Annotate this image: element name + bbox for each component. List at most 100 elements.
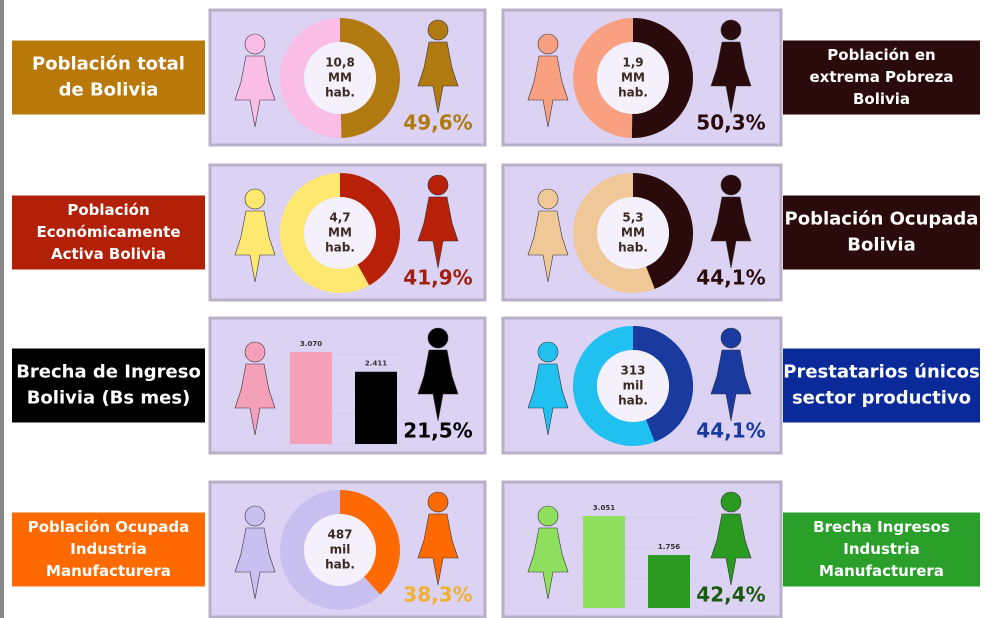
percent-label: 38,3% bbox=[403, 583, 472, 607]
figure-body bbox=[710, 349, 752, 422]
figure-body bbox=[527, 527, 569, 600]
center-text: 313 bbox=[620, 364, 645, 378]
donut-arc bbox=[631, 18, 693, 138]
figure-head bbox=[244, 33, 266, 55]
figure-head bbox=[427, 327, 449, 349]
figure-head bbox=[244, 188, 266, 210]
figure-head bbox=[537, 505, 559, 527]
percent-label: 44,1% bbox=[696, 266, 765, 290]
label-text: Económicamente bbox=[36, 223, 180, 241]
bar bbox=[290, 352, 332, 444]
label-text: extrema Pobreza bbox=[809, 68, 953, 86]
center-text: hab. bbox=[325, 86, 355, 100]
label-text: de Bolivia bbox=[59, 80, 159, 101]
bar-value-label: 3.070 bbox=[300, 340, 322, 348]
bar-value-label: 3.051 bbox=[593, 504, 615, 512]
center-text: hab. bbox=[325, 558, 355, 572]
label-text: Población Ocupada bbox=[28, 518, 190, 536]
center-text: hab. bbox=[618, 86, 648, 100]
figure-head bbox=[427, 491, 449, 513]
figure-body bbox=[234, 527, 276, 600]
center-text: MM bbox=[621, 71, 645, 85]
figure-head bbox=[427, 174, 449, 196]
center-text: mil bbox=[623, 379, 644, 393]
label-text: Bolivia (Bs mes) bbox=[27, 388, 191, 409]
center-text: MM bbox=[328, 226, 352, 240]
figure-body bbox=[710, 513, 752, 586]
center-text: hab. bbox=[325, 241, 355, 255]
donut-arc bbox=[632, 326, 693, 442]
percent-label: 21,5% bbox=[403, 419, 472, 443]
percent-label: 44,1% bbox=[696, 419, 765, 443]
figure-body bbox=[417, 41, 459, 114]
figure-body bbox=[527, 55, 569, 128]
figure-head bbox=[244, 505, 266, 527]
label-text: Activa Bolivia bbox=[51, 245, 166, 263]
percent-label: 49,6% bbox=[403, 111, 472, 135]
label-box bbox=[12, 512, 205, 587]
figure-body bbox=[417, 349, 459, 422]
label-text: sector productivo bbox=[792, 388, 971, 409]
figure-head bbox=[720, 327, 742, 349]
label-text: Bolivia bbox=[853, 90, 910, 108]
label-box bbox=[12, 195, 205, 270]
figure-head bbox=[720, 174, 742, 196]
percent-label: 41,9% bbox=[403, 266, 472, 290]
center-text: 487 bbox=[327, 528, 352, 542]
donut-hole bbox=[304, 197, 376, 269]
label-box bbox=[783, 195, 980, 270]
percent-label: 42,4% bbox=[696, 583, 765, 607]
figure-body bbox=[417, 513, 459, 586]
donut-hole bbox=[597, 350, 669, 422]
label-text: Población bbox=[67, 201, 149, 219]
center-text: mil bbox=[330, 543, 351, 557]
label-box bbox=[783, 348, 980, 423]
label-box bbox=[12, 40, 205, 115]
label-box bbox=[783, 512, 980, 587]
bar bbox=[355, 371, 397, 444]
center-text: 5,3 bbox=[622, 211, 643, 225]
donut-hole bbox=[304, 42, 376, 114]
bar-value-label: 1.756 bbox=[658, 543, 680, 551]
label-text: Población Ocupada bbox=[785, 209, 979, 230]
figure-body bbox=[234, 55, 276, 128]
center-text: 4,7 bbox=[329, 211, 350, 225]
label-box bbox=[12, 348, 205, 423]
figure-head bbox=[427, 19, 449, 41]
center-text: hab. bbox=[618, 394, 648, 408]
donut-arc bbox=[339, 490, 400, 595]
label-text: Bolivia bbox=[847, 235, 915, 256]
center-text: MM bbox=[621, 226, 645, 240]
label-text: Prestatarios únicos bbox=[783, 362, 979, 383]
figure-head bbox=[537, 33, 559, 55]
figure-body bbox=[710, 41, 752, 114]
figure-body bbox=[710, 196, 752, 269]
donut-hole bbox=[304, 514, 376, 586]
label-text: Industria bbox=[70, 540, 146, 558]
figure-head bbox=[244, 341, 266, 363]
edge-strip bbox=[0, 0, 4, 618]
figure-body bbox=[527, 363, 569, 436]
center-text: hab. bbox=[618, 241, 648, 255]
bar-value-label: 2.411 bbox=[365, 360, 387, 368]
donut-arc bbox=[632, 173, 693, 289]
bar bbox=[648, 555, 690, 608]
label-text: Industria bbox=[843, 540, 919, 558]
label-text: Manufacturera bbox=[46, 562, 171, 580]
center-text: 1,9 bbox=[622, 56, 643, 70]
figure-body bbox=[234, 363, 276, 436]
center-text: 10,8 bbox=[325, 56, 355, 70]
figure-head bbox=[537, 188, 559, 210]
donut-hole bbox=[597, 197, 669, 269]
figure-body bbox=[527, 210, 569, 283]
figure-body bbox=[234, 210, 276, 283]
donut-hole bbox=[597, 42, 669, 114]
donut-arc bbox=[339, 173, 400, 286]
center-text: MM bbox=[328, 71, 352, 85]
label-box bbox=[783, 40, 980, 115]
figure-body bbox=[417, 196, 459, 269]
label-text: Brecha de Ingreso bbox=[16, 362, 201, 383]
figure-head bbox=[720, 19, 742, 41]
bar bbox=[583, 516, 625, 608]
